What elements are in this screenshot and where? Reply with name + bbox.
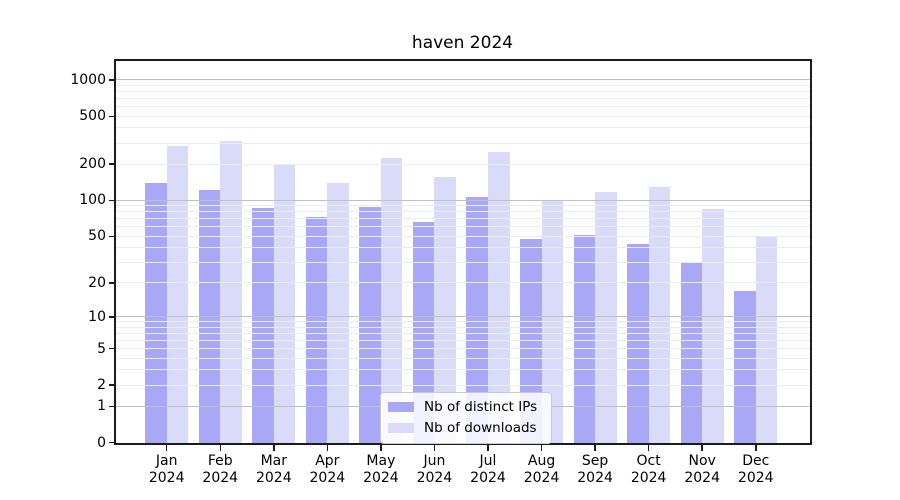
y-axis-tick-label: 20	[88, 274, 106, 291]
legend-label-distinct-ips: Nb of distinct IPs	[424, 399, 538, 415]
y-axis-tick-label: 200	[79, 156, 106, 173]
x-tick-mark	[647, 445, 650, 451]
y-axis-tick-label: 5	[97, 340, 106, 357]
x-axis-tick-label: Jul 2024	[470, 453, 506, 486]
x-axis-tick-label: Dec 2024	[737, 453, 774, 486]
legend-swatch-distinct-ips	[388, 402, 414, 412]
x-tick-mark	[755, 445, 757, 451]
x-axis-tick-label: Oct 2024	[630, 453, 667, 486]
legend-entry-downloads: Nb of downloads	[388, 420, 537, 436]
x-tick-mark	[594, 445, 596, 451]
y-axis-tick-label: 10	[88, 308, 106, 325]
x-axis-tick-label: Aug 2024	[523, 453, 560, 486]
x-axis-tick-label: Feb 2024	[202, 453, 239, 486]
chart-title: haven 2024	[411, 33, 514, 53]
legend-label-downloads: Nb of downloads	[424, 420, 537, 436]
x-tick-mark	[433, 445, 436, 451]
x-axis-tick-label: May 2024	[363, 453, 399, 486]
y-axis-tick-label: 1	[97, 398, 106, 415]
x-axis-tick-label: Nov 2024	[684, 453, 720, 486]
x-tick-mark	[326, 445, 329, 451]
x-tick-mark	[540, 445, 543, 451]
x-tick-mark	[273, 445, 275, 451]
x-tick-mark	[219, 445, 221, 451]
y-axis-tick-label: 0	[97, 434, 106, 451]
legend-swatch-downloads	[388, 423, 414, 433]
y-axis-tick-label: 500	[79, 108, 106, 125]
x-axis-tick-label: Apr 2024	[309, 453, 346, 486]
x-tick-mark	[380, 445, 382, 451]
x-axis-tick-label: Jan 2024	[148, 453, 185, 486]
legend-entry-distinct-ips: Nb of distinct IPs	[388, 399, 537, 415]
y-axis-tick-label: 50	[88, 228, 106, 245]
x-axis-tick-label: Mar 2024	[255, 453, 292, 486]
y-axis-tick-label: 100	[79, 192, 106, 209]
y-axis-tick-label: 2	[97, 377, 106, 394]
x-tick-mark	[701, 445, 703, 451]
legend: Nb of distinct IPs Nb of downloads	[380, 392, 553, 444]
x-axis-tick-label: Jun 2024	[416, 453, 453, 486]
x-tick-mark	[487, 445, 489, 451]
x-tick-mark	[165, 445, 168, 451]
y-axis-tick-label: 1000	[70, 71, 106, 88]
plot-area	[114, 59, 812, 445]
x-axis-tick-label: Sep 2024	[577, 453, 613, 486]
